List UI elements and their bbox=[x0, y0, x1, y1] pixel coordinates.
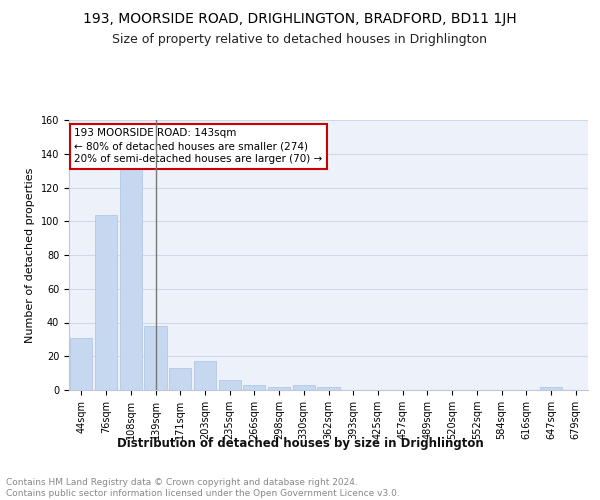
Bar bbox=[317, 386, 340, 390]
Text: Contains HM Land Registry data © Crown copyright and database right 2024.
Contai: Contains HM Land Registry data © Crown c… bbox=[6, 478, 400, 498]
Text: Distribution of detached houses by size in Drighlington: Distribution of detached houses by size … bbox=[116, 438, 484, 450]
Bar bbox=[169, 368, 191, 390]
Text: Size of property relative to detached houses in Drighlington: Size of property relative to detached ho… bbox=[113, 32, 487, 46]
Bar bbox=[243, 385, 265, 390]
Bar bbox=[70, 338, 92, 390]
Text: 193, MOORSIDE ROAD, DRIGHLINGTON, BRADFORD, BD11 1JH: 193, MOORSIDE ROAD, DRIGHLINGTON, BRADFO… bbox=[83, 12, 517, 26]
Bar bbox=[95, 214, 117, 390]
Y-axis label: Number of detached properties: Number of detached properties bbox=[25, 168, 35, 342]
Bar bbox=[194, 362, 216, 390]
Bar bbox=[268, 386, 290, 390]
Bar bbox=[145, 326, 167, 390]
Bar bbox=[119, 169, 142, 390]
Bar bbox=[218, 380, 241, 390]
Text: 193 MOORSIDE ROAD: 143sqm
← 80% of detached houses are smaller (274)
20% of semi: 193 MOORSIDE ROAD: 143sqm ← 80% of detac… bbox=[74, 128, 322, 164]
Bar bbox=[293, 385, 315, 390]
Bar bbox=[540, 386, 562, 390]
